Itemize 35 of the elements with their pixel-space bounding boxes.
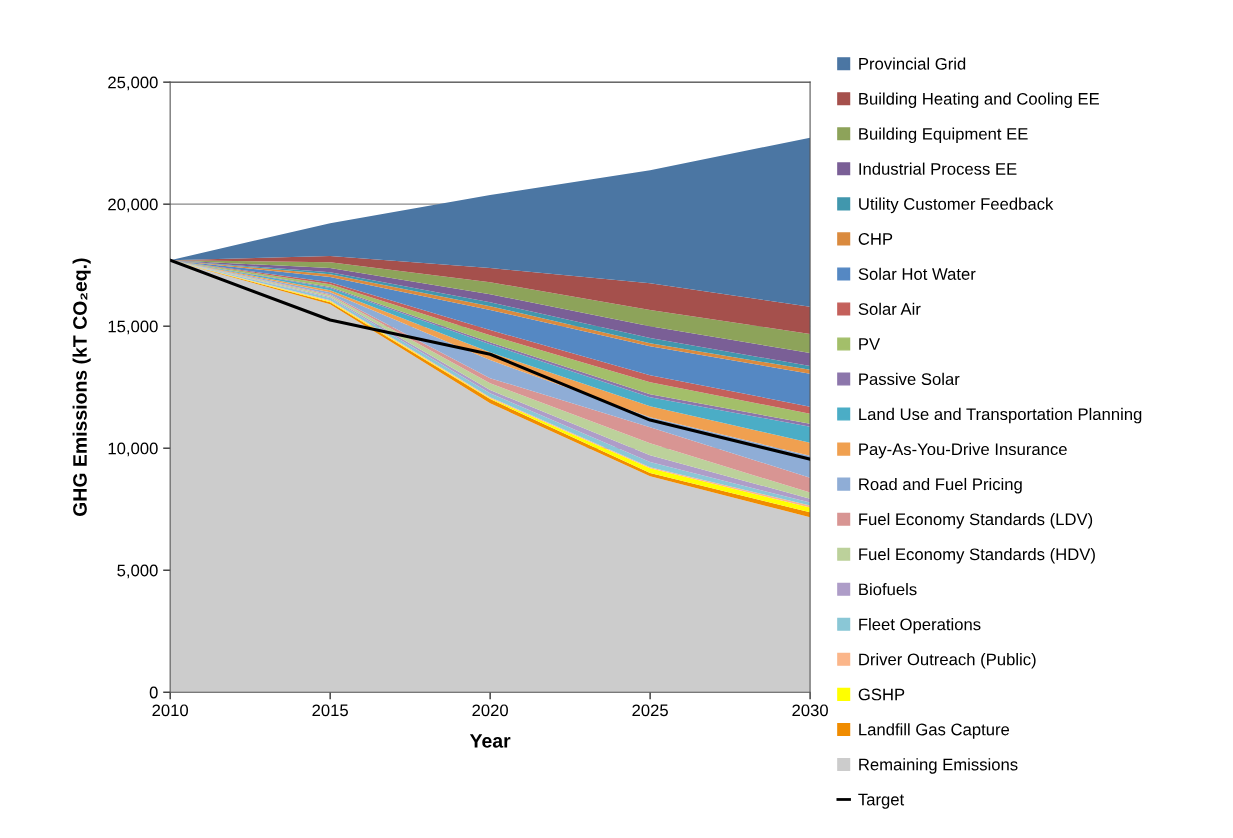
legend-label: CHP — [858, 233, 893, 245]
y-tick-label: 20,000 — [108, 198, 158, 213]
legend-label: Driver Outreach (Public) — [859, 653, 1036, 669]
x-tick-label: 2015 — [312, 704, 348, 717]
legend-label: Solar Air — [858, 302, 921, 315]
legend-label: Utility Customer Feedback — [859, 197, 1054, 214]
x-axis-title: Year — [469, 734, 511, 748]
legend-label: GSHP — [858, 688, 905, 701]
legend-label: Fuel Economy Standards (LDV) — [859, 512, 1093, 529]
legend-label: Industrial Process EE — [859, 162, 1017, 175]
y-tick-label: 25,000 — [108, 76, 158, 91]
y-tick-label: 0 — [149, 686, 158, 699]
legend-label: Road and Fuel Pricing — [859, 477, 1022, 494]
legend-label: Provincial Grid — [859, 57, 966, 70]
y-axis-title: GHG Emissions (kT CO₂eq.) — [72, 258, 91, 516]
x-tick-label: 2030 — [792, 704, 828, 717]
y-tick-label: 5,000 — [117, 564, 158, 579]
legend-label: Solar Hot Water — [858, 267, 976, 280]
legend-label: Target — [858, 793, 905, 809]
legend-label: Biofuels — [859, 583, 917, 596]
x-tick-label: 2010 — [152, 704, 189, 717]
x-tick-label: 2025 — [632, 704, 668, 717]
legend-label: PV — [859, 338, 881, 350]
x-tick-label: 2020 — [472, 704, 509, 717]
legend-label: Fuel Economy Standards (HDV) — [859, 547, 1095, 564]
legend-label: Building Equipment EE — [859, 127, 1028, 144]
legend-label: Building Heating and Cooling EE — [859, 92, 1099, 109]
y-tick-label: 15,000 — [108, 320, 158, 335]
legend-label: Passive Solar — [859, 372, 960, 386]
y-tick-label: 10,000 — [108, 442, 158, 457]
legend-label: Landfill Gas Capture — [859, 723, 1010, 739]
legend-label: Land Use and Transportation Planning — [859, 407, 1142, 424]
legend-label: Fleet Operations — [859, 618, 981, 634]
legend-label: Pay-As-You-Drive Insurance — [859, 442, 1067, 459]
legend-label: Remaining Emissions — [859, 758, 1018, 774]
